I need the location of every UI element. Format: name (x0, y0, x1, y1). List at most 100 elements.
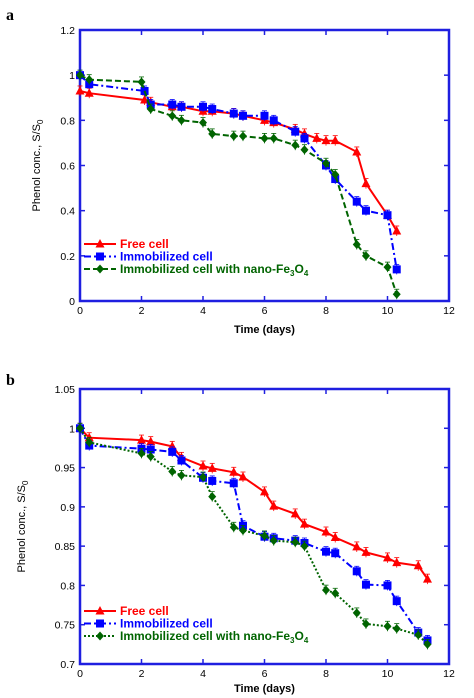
data-point (352, 541, 362, 551)
data-point (260, 531, 269, 541)
data-point (352, 608, 361, 618)
data-point (300, 145, 309, 155)
data-point (260, 486, 269, 496)
y-axis-label: Phenol conc., S/S0 (16, 480, 30, 572)
legend-entry: Immobilized cell with nano-Fe3O4 (120, 629, 309, 645)
data-point (177, 470, 186, 480)
series-3 (76, 69, 401, 300)
data-point (392, 289, 401, 299)
data-point (361, 206, 370, 215)
data-point (330, 532, 340, 541)
data-point (229, 109, 238, 118)
data-point (322, 547, 330, 556)
y-tick-label: 1 (69, 423, 75, 435)
data-point (300, 541, 309, 551)
data-point (199, 118, 207, 128)
data-point (352, 146, 362, 156)
data-point (229, 131, 238, 141)
data-point (312, 133, 322, 142)
legend-marker (96, 264, 104, 274)
data-point (330, 135, 340, 145)
data-point (383, 211, 392, 220)
y-tick-label: 0.95 (55, 463, 76, 475)
data-point (260, 133, 269, 143)
data-point (331, 549, 340, 558)
series-1 (75, 422, 432, 585)
data-point (392, 597, 401, 606)
data-point (177, 115, 186, 125)
data-point (199, 102, 207, 111)
x-tick-label: 0 (77, 305, 83, 317)
series-line (79, 74, 398, 295)
data-point (137, 77, 146, 87)
data-point (260, 111, 269, 120)
data-point (167, 441, 177, 450)
data-point (291, 140, 300, 150)
data-point (352, 240, 361, 250)
x-tick-label: 4 (200, 668, 206, 680)
data-point (146, 445, 155, 454)
data-point (361, 251, 370, 261)
data-point (199, 472, 207, 482)
data-point (383, 552, 392, 562)
series-line (79, 90, 398, 232)
data-point (137, 435, 146, 444)
data-point (208, 129, 217, 139)
data-point (269, 116, 278, 125)
legend-entry: Immobilized cell with nano-Fe3O4 (120, 262, 309, 278)
data-point (207, 463, 217, 472)
data-point (229, 522, 238, 532)
x-tick-label: 10 (382, 305, 394, 317)
data-point (383, 262, 392, 272)
x-tick-label: 6 (262, 305, 268, 317)
data-point (238, 525, 247, 535)
data-point (208, 492, 217, 502)
data-point (321, 135, 331, 145)
y-tick-label: 0.8 (60, 115, 75, 127)
data-point (146, 452, 155, 462)
legend-marker (96, 631, 104, 641)
data-point (392, 624, 401, 634)
data-point (361, 619, 370, 629)
data-point (290, 508, 300, 518)
data-point (361, 580, 370, 589)
x-tick-label: 2 (139, 668, 145, 680)
series-3 (76, 422, 432, 650)
data-point (361, 547, 371, 556)
data-point (322, 158, 330, 168)
data-point (291, 127, 300, 136)
data-point (168, 100, 177, 109)
data-point (392, 557, 402, 567)
data-point (76, 423, 84, 433)
data-point (146, 436, 156, 446)
data-point (85, 75, 94, 85)
data-point (321, 527, 331, 536)
data-point (168, 447, 177, 456)
data-point (269, 133, 278, 143)
data-point (198, 461, 208, 470)
x-tick-label: 10 (382, 668, 394, 680)
data-point (238, 472, 248, 481)
series-line (79, 427, 429, 646)
data-point (76, 70, 84, 80)
y-axis-label: Phenol conc., S/S0 (31, 119, 45, 211)
y-tick-label: 0.4 (60, 206, 75, 218)
data-point (177, 456, 186, 465)
x-tick-label: 12 (443, 668, 455, 680)
data-point (414, 630, 423, 640)
data-point (392, 225, 402, 235)
data-point (168, 111, 177, 121)
legend-marker (95, 606, 105, 615)
y-tick-label: 0.75 (55, 620, 76, 632)
data-point (299, 519, 309, 528)
data-point (146, 104, 155, 114)
x-tick-label: 8 (323, 668, 329, 680)
y-tick-label: 0.2 (60, 251, 75, 263)
data-point (238, 131, 247, 141)
data-point (322, 585, 330, 595)
y-tick-label: 0.7 (60, 659, 75, 671)
x-tick-label: 8 (323, 305, 329, 317)
data-point (423, 639, 432, 649)
